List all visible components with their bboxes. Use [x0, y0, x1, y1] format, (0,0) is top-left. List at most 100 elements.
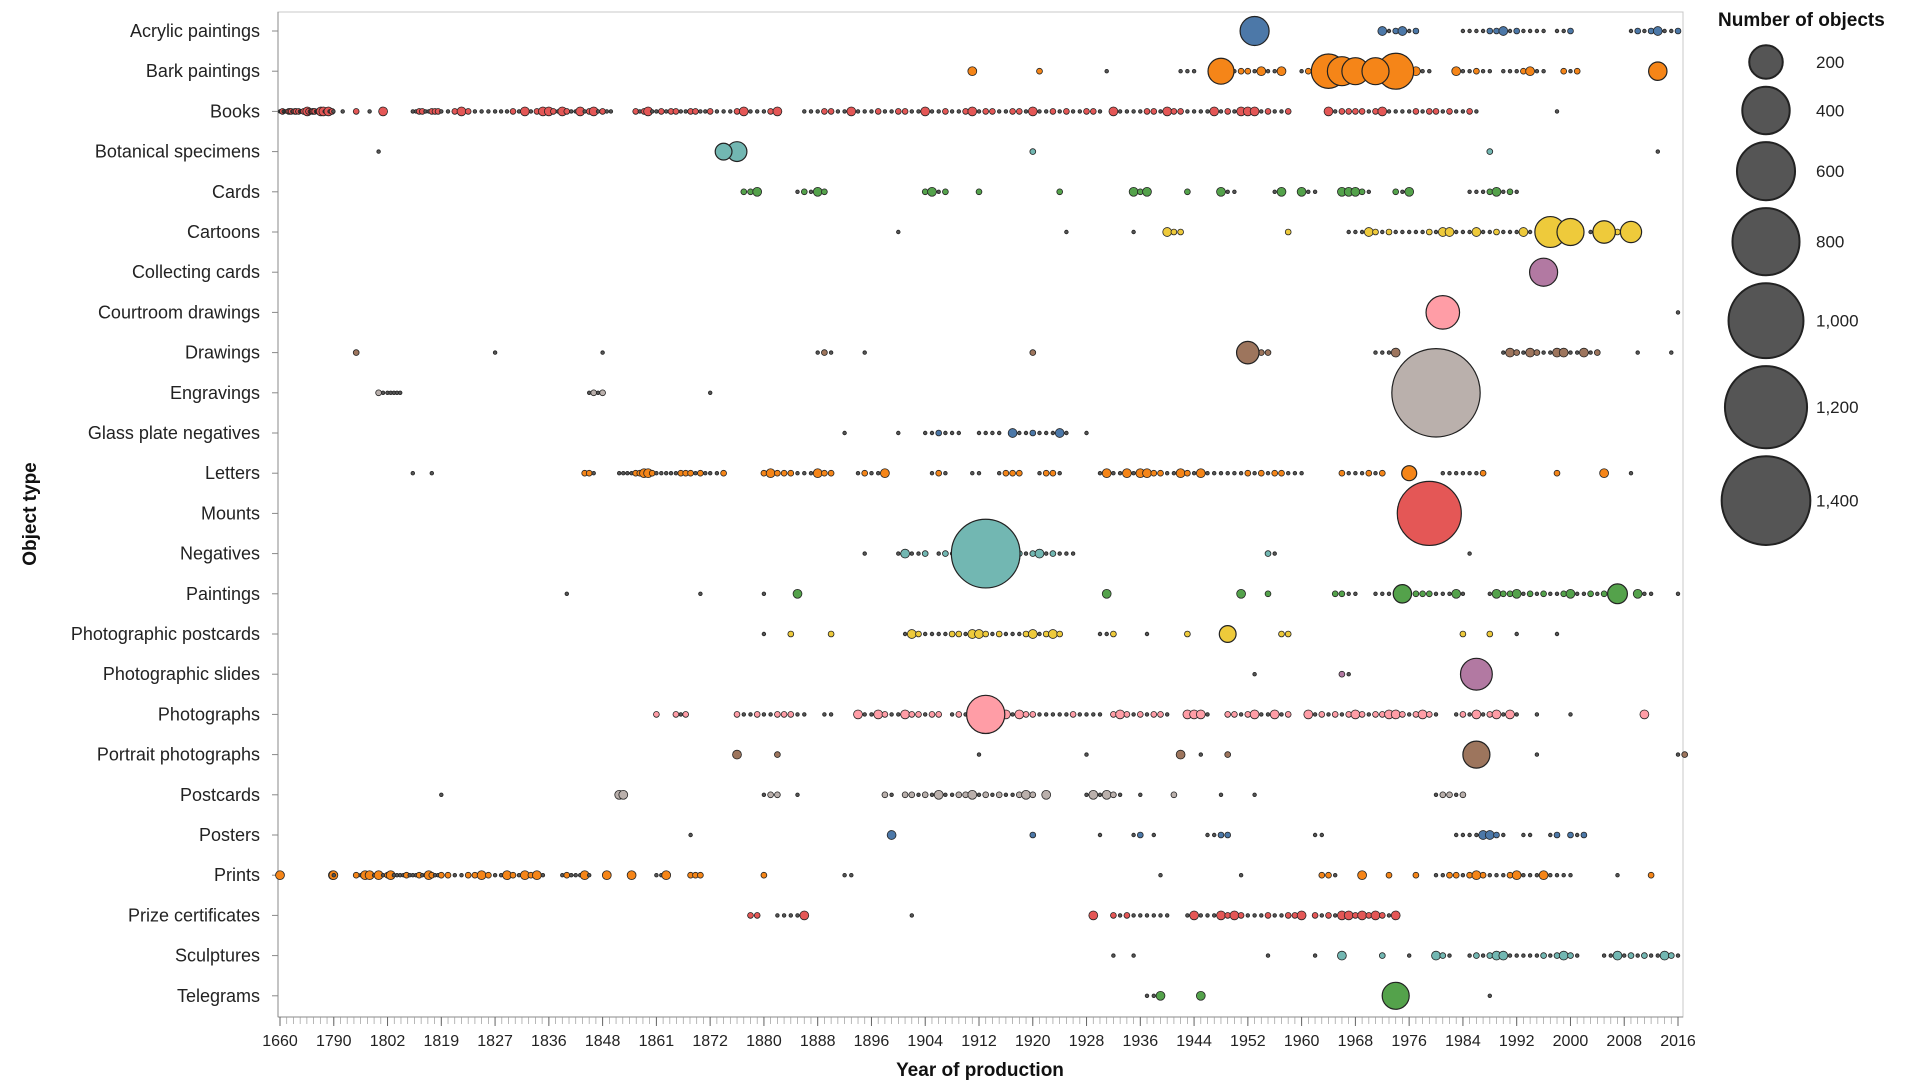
- data-point: [1117, 913, 1123, 918]
- data-point: [997, 109, 1002, 114]
- data-point: [1088, 789, 1099, 800]
- data-point: [1648, 591, 1654, 596]
- data-point: [1237, 67, 1245, 75]
- y-tick-label: Posters: [199, 825, 260, 845]
- data-point: [1232, 189, 1237, 194]
- data-point: [787, 630, 795, 638]
- data-point: [1553, 469, 1561, 477]
- data-point: [935, 469, 942, 477]
- data-point: [1534, 591, 1540, 596]
- data-point: [1514, 712, 1519, 717]
- data-point: [1501, 189, 1506, 194]
- data-point: [1426, 228, 1433, 236]
- data-point: [1404, 186, 1415, 197]
- data-point: [1352, 108, 1359, 115]
- data-point: [862, 551, 867, 556]
- data-point: [1144, 993, 1150, 998]
- data-point: [1043, 712, 1049, 717]
- y-tick-label: Acrylic paintings: [130, 21, 260, 41]
- data-point: [990, 430, 995, 436]
- data-point: [1337, 950, 1347, 961]
- data-point: [896, 551, 901, 556]
- data-point: [1023, 109, 1029, 114]
- data-point: [1272, 189, 1277, 194]
- data-point: [1380, 591, 1385, 596]
- data-point: [1122, 468, 1132, 479]
- data-point: [920, 106, 931, 117]
- data-point: [688, 832, 693, 838]
- data-point: [921, 791, 929, 799]
- y-axis: Acrylic paintings Bark paintings Books Bota…: [71, 12, 279, 1017]
- data-point: [703, 471, 708, 476]
- data-point: [1158, 913, 1163, 918]
- legend-title: Number of objects: [1718, 10, 1885, 31]
- data-point: [1144, 913, 1150, 918]
- data-point: [902, 631, 908, 637]
- data-point: [498, 109, 504, 114]
- data-point: [1284, 108, 1292, 115]
- y-tick-label: Portrait photographs: [97, 745, 260, 765]
- data-point: [1413, 229, 1419, 235]
- data-point: [1538, 870, 1549, 881]
- data-point: [1216, 910, 1226, 921]
- data-point: [1487, 229, 1492, 235]
- data-point: [1009, 108, 1016, 115]
- data-point: [1359, 229, 1365, 235]
- data-point: [1365, 469, 1373, 477]
- data-point: [1501, 350, 1506, 355]
- data-point: [1526, 590, 1534, 598]
- data-point: [1406, 229, 1412, 235]
- x-tick-label: 1984: [1445, 1033, 1481, 1050]
- data-point: [1606, 583, 1629, 605]
- data-point: [1372, 711, 1379, 718]
- data-point: [761, 712, 767, 717]
- data-point: [1487, 993, 1492, 998]
- data-point: [1331, 590, 1339, 598]
- y-tick-label: Cards: [212, 182, 260, 202]
- data-point: [1487, 591, 1492, 596]
- data-point: [1236, 588, 1246, 599]
- data-point: [573, 873, 578, 878]
- data-point: [1635, 350, 1640, 355]
- data-point: [1218, 471, 1224, 476]
- data-point: [802, 712, 807, 717]
- data-point: [1433, 712, 1439, 717]
- x-tick-label: 1819: [424, 1033, 460, 1050]
- data-point: [569, 873, 574, 878]
- data-point: [812, 468, 823, 479]
- data-point: [1279, 712, 1284, 717]
- data-point: [621, 471, 626, 476]
- data-point: [828, 350, 834, 355]
- x-tick-label: 2000: [1553, 1033, 1589, 1050]
- data-point: [1505, 347, 1515, 358]
- data-point: [1003, 792, 1009, 797]
- data-point: [795, 189, 800, 194]
- data-point: [1325, 871, 1332, 879]
- data-point: [1259, 712, 1264, 717]
- data-point: [821, 349, 828, 356]
- data-point: [1433, 591, 1439, 596]
- data-point: [682, 711, 689, 718]
- data-point: [1299, 471, 1304, 476]
- data-point: [1426, 590, 1433, 598]
- data-point: [1528, 257, 1559, 287]
- data-point: [1239, 15, 1270, 47]
- data-point: [1312, 832, 1318, 838]
- data-point: [1466, 108, 1473, 115]
- data-point: [1029, 711, 1037, 718]
- data-point: [1534, 953, 1540, 958]
- data-point: [976, 752, 982, 757]
- data-point: [1137, 831, 1144, 839]
- data-point: [908, 711, 916, 718]
- data-point: [949, 792, 955, 797]
- data-point: [1175, 749, 1186, 760]
- data-point: [618, 789, 629, 800]
- data-point: [765, 468, 776, 479]
- data-point: [1077, 109, 1082, 114]
- data-point: [936, 631, 941, 637]
- data-point: [1235, 340, 1260, 365]
- data-point: [1594, 349, 1601, 356]
- data-point: [1377, 26, 1388, 36]
- y-tick-label: Courtroom drawings: [98, 302, 260, 322]
